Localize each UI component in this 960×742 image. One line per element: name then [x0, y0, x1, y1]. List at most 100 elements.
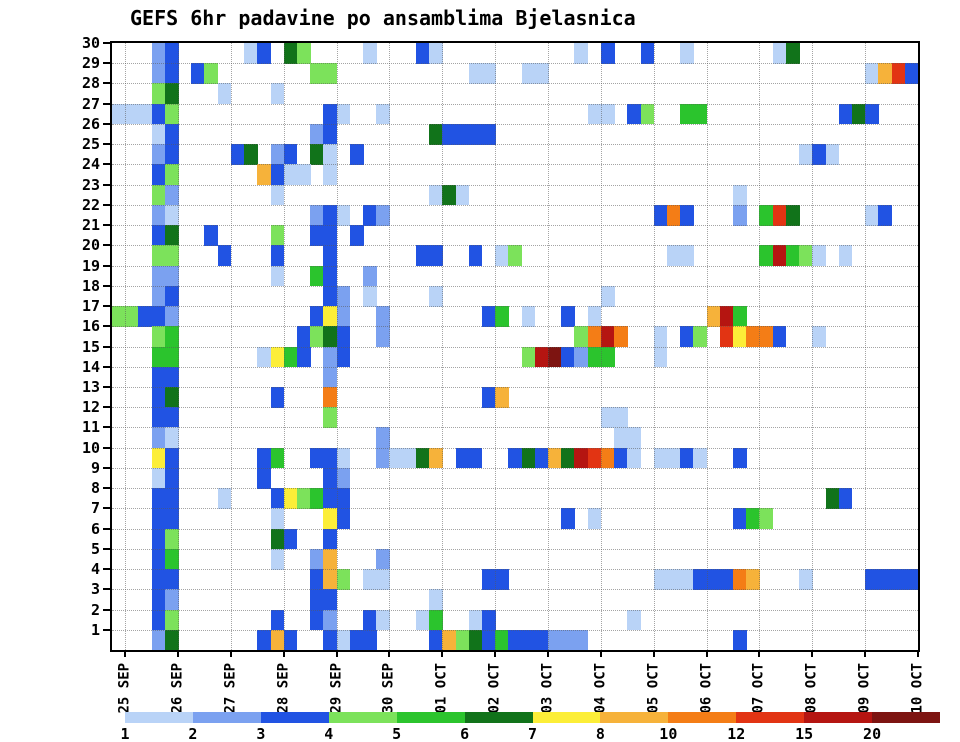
y-tick	[103, 406, 111, 409]
heatmap-cell	[481, 569, 496, 590]
heatmap-cell	[164, 528, 179, 550]
y-tick	[103, 487, 111, 490]
heatmap-cell	[164, 589, 179, 611]
heatmap-cell	[891, 63, 906, 84]
x-tick-label: 26 SEP	[169, 662, 186, 714]
heatmap-cell	[164, 144, 179, 165]
heatmap-cell	[270, 184, 285, 206]
heatmap-cell	[548, 629, 562, 650]
y-tick-label: 9	[90, 458, 100, 477]
heatmap-cell	[336, 508, 351, 530]
vertical-gridline	[125, 43, 127, 650]
heatmap-cell	[164, 123, 179, 145]
heatmap-cell	[363, 204, 377, 226]
horizontal-gridline	[112, 407, 918, 409]
y-tick	[103, 568, 111, 571]
heatmap-cell	[349, 629, 364, 650]
chart-title: GEFS 6hr padavine po ansamblima Bjelasni…	[130, 6, 636, 30]
heatmap-cell	[666, 447, 681, 469]
heatmap-cell	[468, 123, 483, 145]
horizontal-gridline	[112, 629, 918, 631]
heatmap-cell	[257, 164, 272, 186]
heatmap-cell	[151, 548, 166, 570]
heatmap-cell	[627, 103, 641, 125]
colorbar-tick-label: 3	[256, 725, 266, 742]
heatmap-cell	[468, 447, 483, 469]
heatmap-cell	[310, 204, 324, 226]
heatmap-cell	[323, 407, 338, 428]
colorbar-tick-label: 15	[795, 725, 814, 742]
heatmap-cell	[336, 629, 351, 650]
heatmap-cell	[508, 629, 523, 650]
heatmap-cell	[164, 569, 179, 590]
heatmap-cell	[561, 508, 575, 530]
heatmap-cell	[772, 43, 787, 64]
heatmap-cell	[323, 123, 338, 145]
heatmap-cell	[838, 488, 853, 509]
heatmap-cell	[785, 245, 800, 267]
x-tick	[124, 650, 127, 657]
y-tick	[103, 264, 111, 267]
heatmap-cell	[112, 103, 126, 125]
heatmap-cell	[865, 63, 879, 84]
heatmap-cell	[415, 447, 430, 469]
heatmap-cell	[772, 245, 787, 267]
heatmap-cell	[561, 306, 575, 327]
heatmap-cell	[164, 306, 179, 327]
heatmap-cell	[587, 346, 602, 368]
x-tick	[547, 650, 550, 657]
x-tick	[494, 650, 497, 657]
heatmap-cell	[799, 569, 813, 590]
horizontal-gridline	[112, 63, 918, 65]
heatmap-cell	[191, 63, 205, 84]
heatmap-cell	[600, 43, 615, 64]
heatmap-cell	[283, 629, 298, 650]
heatmap-cell	[151, 144, 166, 165]
heatmap-cell	[151, 83, 166, 105]
heatmap-cell	[164, 103, 179, 125]
heatmap-cell	[561, 447, 575, 469]
x-tick-label: 27 SEP	[222, 662, 239, 714]
heatmap-cell	[310, 548, 324, 570]
heatmap-cell	[151, 123, 166, 145]
y-tick-label: 24	[81, 155, 100, 174]
vertical-gridline	[495, 43, 497, 650]
heatmap-cell	[244, 144, 258, 165]
heatmap-cell	[217, 245, 232, 267]
vertical-gridline	[442, 43, 444, 650]
heatmap-cell	[363, 285, 377, 307]
heatmap-cell	[164, 467, 179, 489]
heatmap-cell	[455, 447, 470, 469]
x-tick	[917, 650, 919, 657]
heatmap-cell	[323, 528, 338, 550]
heatmap-cell	[799, 144, 813, 165]
heatmap-cell	[323, 204, 338, 226]
y-tick	[103, 466, 111, 469]
heatmap-cell	[257, 43, 272, 64]
colorbar-segment	[532, 712, 601, 723]
horizontal-gridline	[112, 164, 918, 166]
heatmap-cell	[653, 346, 668, 368]
horizontal-gridline	[112, 467, 918, 469]
heatmap-cell	[733, 569, 747, 590]
y-tick-label: 5	[90, 539, 100, 558]
heatmap-cell	[812, 245, 826, 267]
colorbar-tick-label: 4	[324, 725, 334, 742]
y-tick-label: 13	[81, 377, 100, 396]
x-tick-label: 02 OCT	[486, 662, 503, 714]
heatmap-cell	[415, 43, 430, 64]
heatmap-cell	[825, 488, 840, 509]
heatmap-cell	[151, 447, 166, 469]
heatmap-cell	[614, 326, 628, 347]
heatmap-cell	[151, 366, 166, 388]
heatmap-cell	[349, 225, 364, 246]
heatmap-cell	[323, 569, 338, 590]
heatmap-cell	[164, 63, 179, 84]
horizontal-gridline	[112, 123, 918, 125]
colorbar-tick-label: 2	[188, 725, 198, 742]
y-tick	[103, 203, 111, 206]
heatmap-cell	[151, 184, 166, 206]
heatmap-cell	[693, 103, 708, 125]
y-tick-label: 22	[81, 195, 100, 214]
heatmap-cell	[455, 123, 470, 145]
